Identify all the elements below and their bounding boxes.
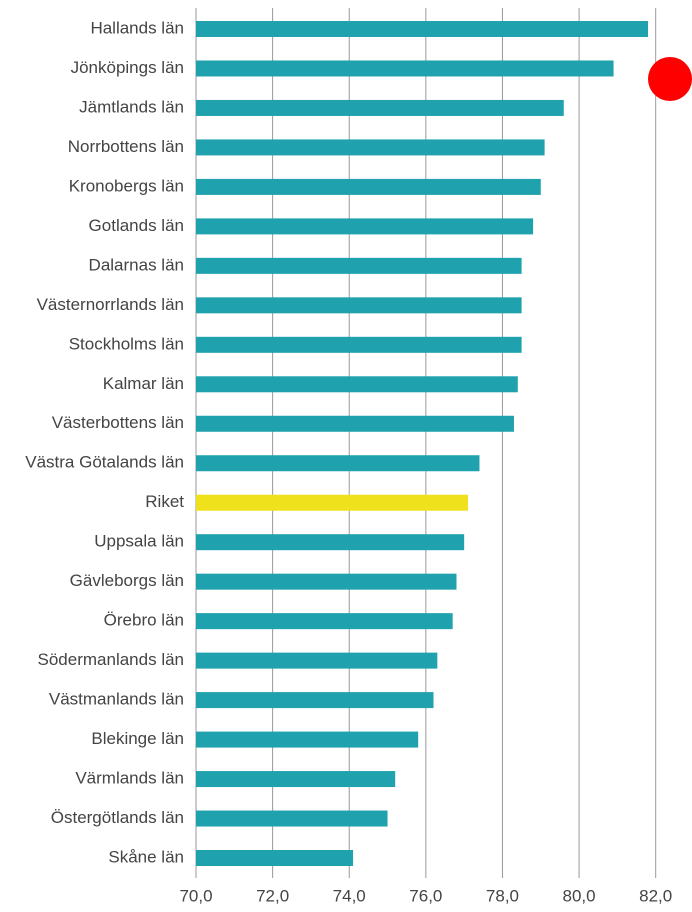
bar xyxy=(196,139,545,156)
y-tick-label: Västernorrlands län xyxy=(37,295,184,314)
cursor-marker xyxy=(648,57,692,101)
y-tick-label: Kronobergs län xyxy=(69,176,184,195)
y-tick-label: Jönköpings län xyxy=(71,58,184,77)
y-tick-label: Gävleborgs län xyxy=(70,571,184,590)
y-tick-label: Hallands län xyxy=(90,18,184,37)
x-tick-label: 78,0 xyxy=(486,886,519,905)
bar xyxy=(196,613,453,630)
y-tick-label: Gotlands län xyxy=(89,216,184,235)
bar xyxy=(196,534,465,551)
bar xyxy=(196,573,457,590)
bar xyxy=(196,652,438,669)
y-tick-label: Kalmar län xyxy=(103,374,184,393)
bar xyxy=(196,99,564,116)
y-tick-label: Västerbottens län xyxy=(52,413,184,432)
y-tick-label: Västmanlands län xyxy=(49,690,184,709)
x-tick-label: 82,0 xyxy=(639,886,672,905)
bar xyxy=(196,455,480,472)
bar xyxy=(196,218,534,235)
bar xyxy=(196,60,614,77)
y-tick-label: Östergötlands län xyxy=(51,808,184,827)
bar xyxy=(196,297,522,314)
bar xyxy=(196,731,419,748)
y-tick-label: Jämtlands län xyxy=(79,97,184,116)
bar xyxy=(196,810,388,827)
bar xyxy=(196,415,514,432)
x-tick-label: 74,0 xyxy=(333,886,366,905)
y-tick-label: Norrbottens län xyxy=(68,137,184,156)
bar xyxy=(196,692,434,709)
y-tick-label: Västra Götalands län xyxy=(25,453,184,472)
y-tick-label: Stockholms län xyxy=(69,334,184,353)
x-tick-label: 72,0 xyxy=(256,886,289,905)
y-tick-label: Skåne län xyxy=(108,847,184,866)
y-tick-label: Uppsala län xyxy=(94,532,184,551)
y-tick-label: Södermanlands län xyxy=(38,650,184,669)
bar xyxy=(196,494,468,511)
bar xyxy=(196,771,396,788)
bar xyxy=(196,21,649,37)
bar xyxy=(196,257,522,274)
y-tick-label: Dalarnas län xyxy=(89,255,184,274)
bar xyxy=(196,376,518,393)
y-tick-label: Värmlands län xyxy=(75,769,184,788)
y-tick-label: Riket xyxy=(145,492,184,511)
x-tick-label: 76,0 xyxy=(409,886,442,905)
x-tick-label: 70,0 xyxy=(179,886,212,905)
y-tick-label: Örebro län xyxy=(104,611,184,630)
bar xyxy=(196,850,354,866)
y-tick-label: Blekinge län xyxy=(91,729,184,748)
x-tick-label: 80,0 xyxy=(563,886,596,905)
bar xyxy=(196,336,522,353)
bar xyxy=(196,178,541,195)
